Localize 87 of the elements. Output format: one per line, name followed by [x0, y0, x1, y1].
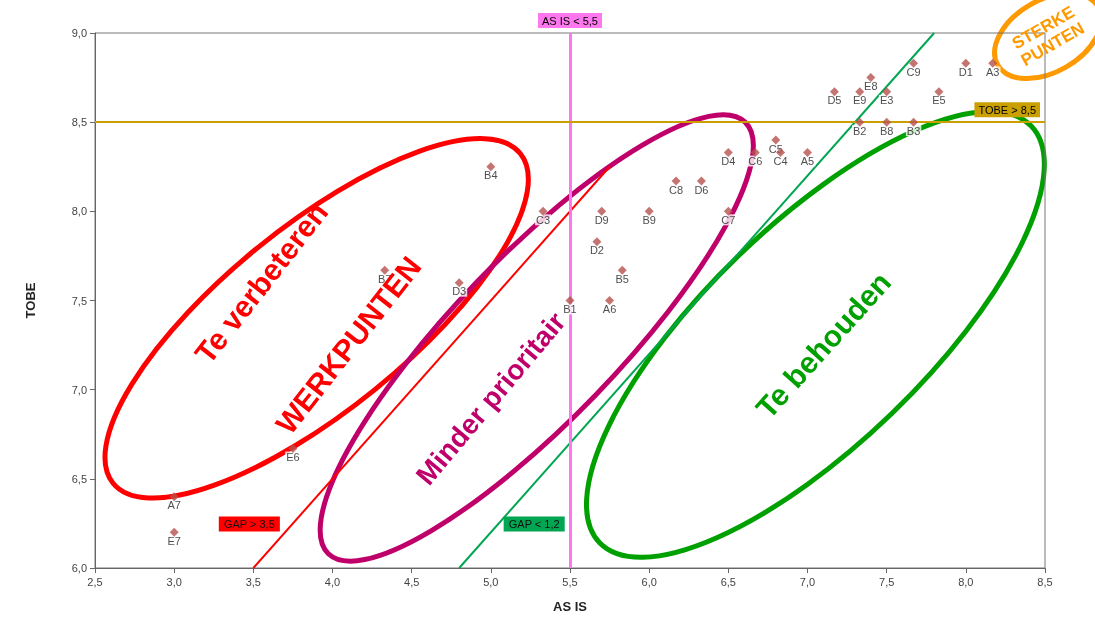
point [988, 58, 998, 68]
annotation: C5 [768, 142, 783, 155]
series-label: GAP < 1,2 [508, 518, 560, 530]
annotation: C7 [721, 213, 736, 226]
annotation: A6 [602, 303, 617, 315]
annotation: D2 [589, 244, 604, 257]
x-tick-label: 7,5 [879, 575, 895, 588]
annotation: B1 [563, 303, 577, 315]
y-axis-title: TOBE [23, 282, 38, 319]
annotation: D1 [958, 65, 973, 78]
x-tick-label: 2,5 [87, 575, 103, 588]
annotation: C3 [536, 213, 551, 226]
y-tick-label: 8,5 [71, 116, 87, 129]
annotation: B2 [853, 124, 867, 137]
point [454, 278, 464, 288]
point [829, 87, 839, 97]
point [934, 87, 944, 97]
ref-line-label: TOBE > 8,5 [978, 103, 1036, 116]
annotation: C8 [669, 183, 684, 196]
point [882, 117, 892, 127]
x-tick-label: 6,5 [720, 575, 736, 588]
x-tick-label: 5,0 [483, 575, 499, 588]
annotation: D9 [594, 213, 609, 226]
y-tick-label: 8,0 [71, 205, 87, 218]
x-tick-label: 8,5 [1037, 575, 1053, 588]
annotation: E6 [286, 451, 300, 464]
point [288, 444, 298, 454]
point [605, 296, 615, 305]
point [961, 58, 971, 68]
x-tick-label: 5,5 [562, 575, 578, 588]
annotation: B9 [642, 213, 656, 226]
point [592, 237, 602, 247]
annotation: C4 [773, 154, 788, 167]
x-axis-title: AS IS [553, 599, 588, 614]
x-tick-label: 3,0 [166, 575, 182, 588]
y-tick-label: 6,5 [71, 472, 87, 485]
point [803, 147, 812, 157]
point [565, 296, 575, 305]
point [617, 265, 627, 275]
annotation: C6 [748, 154, 763, 167]
point [855, 117, 865, 127]
x-tick-label: 4,0 [324, 575, 341, 588]
annotation: D6 [694, 183, 709, 196]
annotation: C9 [906, 65, 921, 78]
annotation: E5 [932, 94, 946, 107]
annotation: E3 [879, 94, 894, 107]
point [538, 206, 548, 216]
annotation: A3 [986, 65, 1000, 78]
point [909, 58, 919, 68]
annotation: D4 [721, 154, 736, 167]
point [723, 206, 733, 216]
point [750, 147, 760, 157]
x-tick-label: 8,0 [958, 575, 974, 588]
annotation: E7 [167, 534, 181, 547]
annotation: B3 [906, 124, 921, 137]
x-tick-label: 4,5 [404, 575, 420, 588]
annotation: A7 [167, 499, 181, 512]
annotation: B5 [615, 272, 629, 285]
annotation: B8 [879, 124, 894, 137]
point [169, 527, 179, 537]
y-tick-label: 7,0 [71, 383, 87, 396]
x-tick-label: 7,0 [799, 575, 816, 588]
annotation: E9 [853, 94, 867, 107]
point [771, 135, 781, 145]
annotation: D3 [452, 285, 467, 298]
point [644, 206, 654, 216]
point [855, 87, 865, 97]
annotation: B4 [484, 169, 498, 182]
point [723, 147, 733, 157]
annotation: E8 [864, 80, 878, 93]
ref-line-label: AS IS < 5,5 [542, 14, 598, 27]
series-label: GAP > 3,5 [223, 518, 275, 530]
point [169, 492, 179, 502]
y-tick-label: 6,0 [71, 562, 87, 574]
y-tick-label: 7,5 [71, 294, 87, 307]
annotation: A5 [800, 154, 815, 167]
point [882, 87, 892, 97]
point [696, 176, 706, 186]
point [909, 117, 919, 127]
annotation: D5 [827, 94, 842, 107]
point [866, 73, 876, 83]
x-tick-label: 6,0 [641, 575, 657, 588]
point [671, 176, 681, 186]
x-tick-label: 3,5 [245, 575, 261, 588]
point [486, 162, 496, 172]
point [597, 206, 607, 216]
y-tick-label: 9,0 [71, 27, 87, 39]
